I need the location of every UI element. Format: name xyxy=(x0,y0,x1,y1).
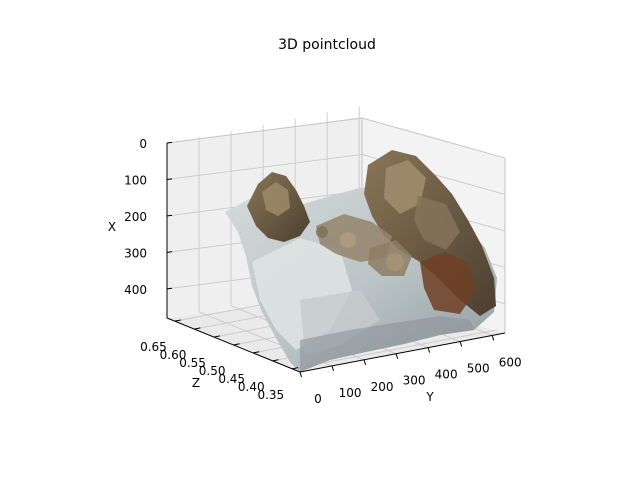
x-tick-mark xyxy=(166,178,173,180)
y-tick-label: 400 xyxy=(435,368,458,382)
z-tick-mark xyxy=(174,319,181,322)
z-tick-mark xyxy=(213,335,221,338)
y-tick-label: 200 xyxy=(371,380,394,394)
y-tick-mark xyxy=(331,365,335,372)
y-tick-label: 600 xyxy=(499,355,522,369)
y-tick-mark xyxy=(459,341,463,347)
y-axis-label: Y xyxy=(425,390,434,404)
x-tick-mark xyxy=(166,287,173,290)
z-tick-label: 0.65 xyxy=(140,340,167,354)
z-tick-label: 0.60 xyxy=(160,348,187,362)
z-gridline xyxy=(292,329,498,370)
y-tick-mark xyxy=(363,359,367,365)
x-tick-label: 400 xyxy=(124,283,147,297)
z-axis-label: Z xyxy=(192,376,200,390)
z-tick-mark xyxy=(272,359,279,362)
y-tick-mark xyxy=(299,371,302,378)
x-tick-mark xyxy=(166,214,173,217)
y-tick-mark xyxy=(491,335,495,341)
x-tick-label: 100 xyxy=(124,173,147,187)
z-tick-label: 0.45 xyxy=(218,372,245,386)
x-tick-label: 200 xyxy=(124,210,147,224)
z-tick-mark xyxy=(252,351,260,354)
y-tick-mark xyxy=(395,353,399,359)
y-tick-label: 500 xyxy=(467,362,490,376)
z-tick-label: 0.35 xyxy=(257,388,284,402)
y-tick-label: 0 xyxy=(314,392,322,406)
chart-title: 3D pointcloud xyxy=(278,37,376,53)
z-tick-mark xyxy=(194,327,201,330)
x-axis-label: X xyxy=(108,220,116,234)
x-gridline xyxy=(166,117,506,159)
y-tick-label: 300 xyxy=(403,374,426,388)
z-tick-mark xyxy=(292,367,299,370)
z-tick-label: 0.50 xyxy=(199,364,226,378)
x-axis-ticks: 0 100 200 300 400 xyxy=(124,137,173,297)
z-tick-mark xyxy=(233,343,240,346)
z-axis-ticks: 0.650.600.550.500.450.400.35 xyxy=(140,319,299,402)
x-tick-label: 0 xyxy=(139,137,147,151)
x-tick-mark xyxy=(166,251,173,253)
x-gridline xyxy=(166,154,506,195)
x-tick-mark xyxy=(166,141,173,144)
y-axis-ticks: 0 100 200 300 400 500 600 xyxy=(299,335,522,406)
y-tick-label: 100 xyxy=(339,386,362,400)
pointcloud-surface xyxy=(225,150,497,372)
x-tick-label: 300 xyxy=(124,246,147,260)
z-tick-label: 0.40 xyxy=(238,380,265,394)
z-tick-label: 0.55 xyxy=(179,356,206,370)
y-tick-mark xyxy=(427,347,431,353)
